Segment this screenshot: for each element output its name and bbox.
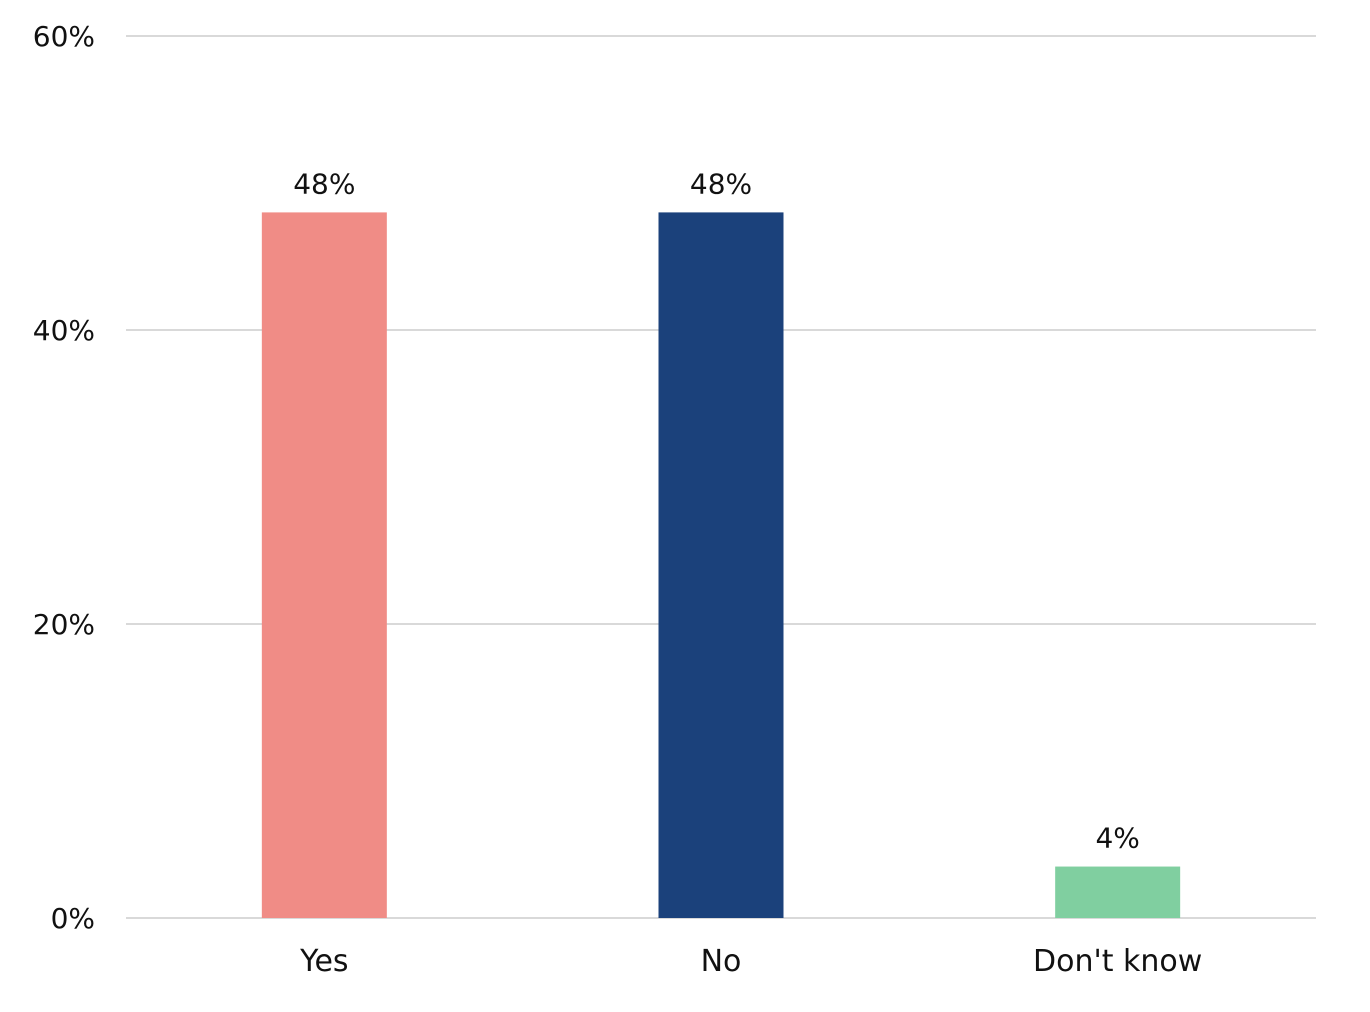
y-tick-label: 60% bbox=[33, 20, 95, 53]
data-label: 4% bbox=[1095, 822, 1139, 855]
bar-yes bbox=[261, 212, 387, 918]
data-label: 48% bbox=[690, 167, 752, 200]
y-tick-label: 40% bbox=[33, 314, 95, 347]
x-category-label: No bbox=[701, 944, 742, 979]
y-axis-ticks: 0% 20% 40% 60% bbox=[33, 20, 95, 935]
x-category-label: Don't know bbox=[1033, 944, 1202, 979]
bar-no bbox=[658, 212, 784, 918]
y-tick-label: 0% bbox=[51, 902, 95, 935]
x-axis-categories: Yes No Don't know bbox=[299, 944, 1202, 979]
data-labels: 48% 48% 4% bbox=[293, 167, 1140, 854]
bars bbox=[261, 212, 1181, 918]
y-tick-label: 20% bbox=[33, 608, 95, 641]
x-category-label: Yes bbox=[299, 944, 348, 979]
data-label: 48% bbox=[293, 167, 355, 200]
bar-don-t-know bbox=[1055, 866, 1181, 918]
